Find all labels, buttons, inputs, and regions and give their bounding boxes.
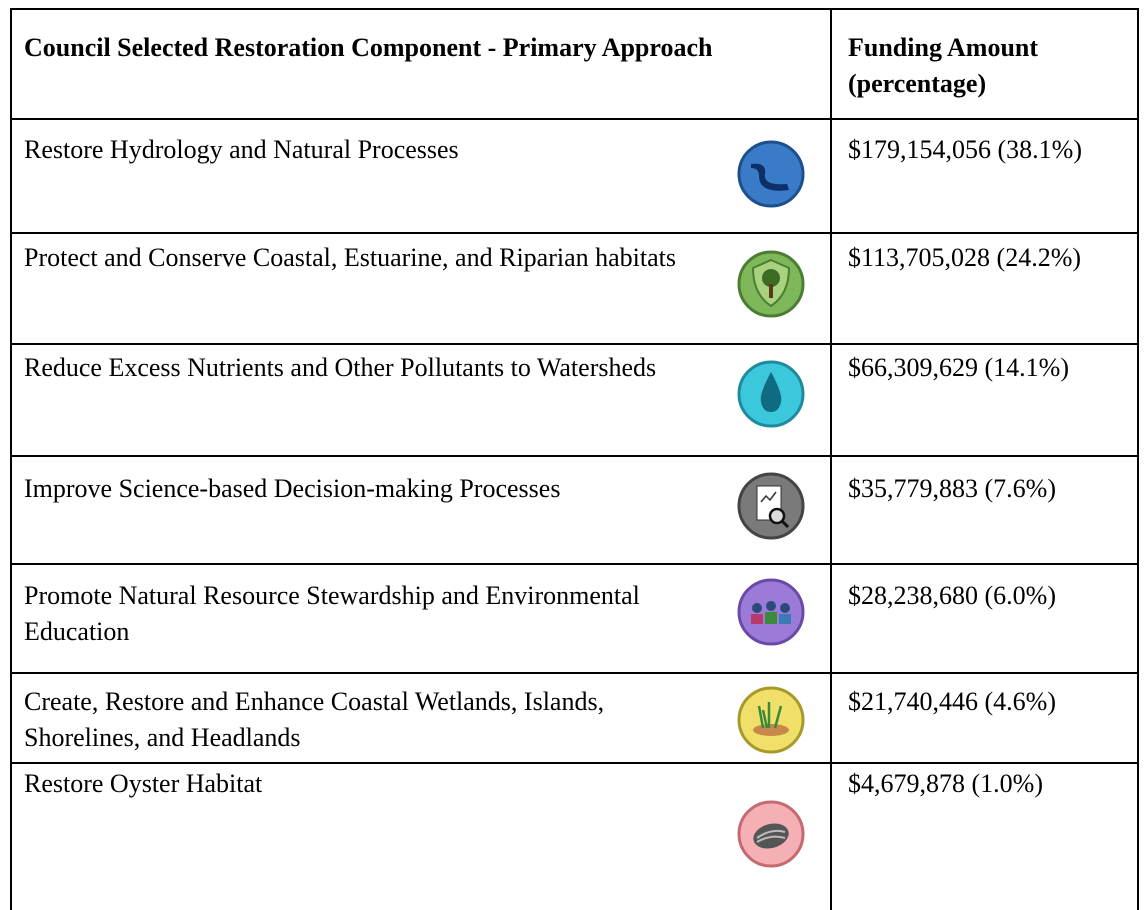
amount-cell: $4,679,878 (1.0%) [848, 769, 1043, 798]
water-drop-icon [737, 360, 805, 428]
row-divider [12, 118, 1137, 120]
oyster-icon [737, 800, 805, 868]
amount-cell: $28,238,680 (6.0%) [848, 581, 1056, 610]
row-divider [12, 672, 1137, 674]
component-cell: Restore Hydrology and Natural Processes [24, 135, 459, 164]
component-cell: Create, Restore and Enhance Coastal Wetl… [24, 687, 605, 752]
component-cell: Reduce Excess Nutrients and Other Pollut… [24, 353, 657, 382]
column-divider [830, 10, 832, 910]
component-cell: Protect and Conserve Coastal, Estuarine,… [24, 243, 676, 272]
component-cell: Promote Natural Resource Stewardship and… [24, 581, 640, 646]
table: Council Selected Restoration Component -… [10, 8, 1139, 910]
component-cell: Restore Oyster Habitat [24, 769, 263, 798]
stewardship-icon [737, 578, 805, 646]
row-divider [12, 762, 1137, 764]
row-divider [12, 343, 1137, 345]
header-cell: Funding Amount (percentage) [848, 33, 1039, 98]
component-cell: Improve Science-based Decision-making Pr… [24, 474, 561, 503]
science-icon [737, 472, 805, 540]
amount-cell: $35,779,883 (7.6%) [848, 474, 1056, 503]
row-divider [12, 563, 1137, 565]
wetlands-icon [737, 686, 805, 754]
amount-cell: $21,740,446 (4.6%) [848, 687, 1056, 716]
habitat-icon [737, 250, 805, 318]
header-cell: Council Selected Restoration Component -… [24, 33, 713, 62]
amount-cell: $179,154,056 (38.1%) [848, 135, 1082, 164]
amount-cell: $113,705,028 (24.2%) [848, 243, 1082, 272]
amount-cell: $66,309,629 (14.1%) [848, 353, 1069, 382]
row-divider [12, 232, 1137, 234]
hydrology-icon [737, 140, 805, 208]
row-divider [12, 455, 1137, 457]
